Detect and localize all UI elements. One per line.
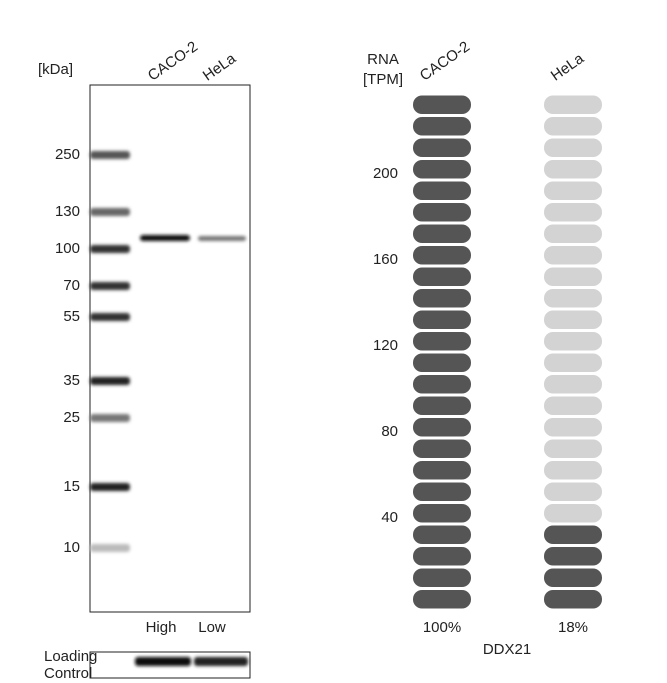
pill	[413, 160, 471, 179]
pill	[544, 547, 602, 566]
marker-label: 70	[63, 277, 80, 294]
marker-label: 15	[63, 478, 80, 495]
loading-label: Control	[44, 665, 92, 682]
pill	[544, 289, 602, 308]
pill	[413, 504, 471, 523]
pill	[544, 568, 602, 587]
marker-band	[90, 151, 130, 159]
lane-level: Low	[198, 619, 226, 636]
band	[140, 235, 190, 241]
value-label: 100%	[423, 619, 461, 636]
pill	[544, 181, 602, 200]
pill	[413, 138, 471, 157]
pill	[413, 310, 471, 329]
marker-label: 100	[55, 240, 80, 257]
pill	[544, 203, 602, 222]
pill	[413, 547, 471, 566]
gene-label: DDX21	[483, 641, 531, 658]
pill-column	[413, 95, 471, 609]
pill	[544, 160, 602, 179]
y-label: RNA	[367, 51, 399, 68]
marker-label: 10	[63, 539, 80, 556]
pill	[544, 504, 602, 523]
pill	[413, 246, 471, 265]
marker-band	[90, 544, 130, 552]
marker-band	[90, 414, 130, 422]
pill	[544, 310, 602, 329]
category-label: CACO-2	[417, 38, 473, 84]
y-tick-label: 160	[373, 251, 398, 268]
pill	[544, 224, 602, 243]
marker-label: 130	[55, 203, 80, 220]
y-label: [TPM]	[363, 71, 403, 88]
pill	[544, 95, 602, 114]
pill	[413, 203, 471, 222]
marker-band	[90, 377, 130, 385]
value-label: 18%	[558, 619, 588, 636]
pill	[544, 332, 602, 351]
pill	[413, 224, 471, 243]
pill	[544, 482, 602, 501]
pill	[413, 181, 471, 200]
marker-band	[90, 483, 130, 491]
lane-label: CACO-2	[145, 38, 201, 84]
loading-band	[194, 657, 248, 666]
loading-label: Loading	[44, 648, 97, 665]
pill	[544, 267, 602, 286]
category-label: HeLa	[548, 50, 588, 85]
marker-band	[90, 282, 130, 290]
pill	[413, 267, 471, 286]
pill	[413, 375, 471, 394]
pill	[413, 95, 471, 114]
pill	[544, 353, 602, 372]
y-tick-label: 120	[373, 337, 398, 354]
y-tick-label: 200	[373, 165, 398, 182]
marker-label: 250	[55, 146, 80, 163]
pill	[544, 375, 602, 394]
pill	[544, 439, 602, 458]
pill	[413, 568, 471, 587]
marker-band	[90, 208, 130, 216]
marker-band	[90, 245, 130, 253]
pill	[413, 482, 471, 501]
pill	[413, 590, 471, 609]
y-tick-label: 80	[381, 423, 398, 440]
pill	[544, 590, 602, 609]
marker-label: 25	[63, 409, 80, 426]
pill	[544, 117, 602, 136]
marker-band	[90, 313, 130, 321]
pill	[413, 353, 471, 372]
pill-column	[544, 95, 602, 609]
pill	[413, 117, 471, 136]
blot-frame	[89, 84, 251, 613]
pill	[413, 525, 471, 544]
unit-label: [kDa]	[38, 61, 73, 78]
pill	[413, 439, 471, 458]
lane-level: High	[146, 619, 177, 636]
band	[198, 236, 246, 241]
y-tick-label: 40	[381, 509, 398, 526]
pill	[544, 138, 602, 157]
pill	[413, 289, 471, 308]
lane-label: HeLa	[200, 50, 240, 85]
pill	[544, 525, 602, 544]
pill	[544, 461, 602, 480]
pill	[413, 461, 471, 480]
pill	[413, 396, 471, 415]
pill	[544, 246, 602, 265]
pill	[544, 396, 602, 415]
pill	[544, 418, 602, 437]
pill	[413, 332, 471, 351]
pill	[413, 418, 471, 437]
loading-band	[135, 657, 191, 666]
marker-label: 35	[63, 372, 80, 389]
marker-label: 55	[63, 308, 80, 325]
